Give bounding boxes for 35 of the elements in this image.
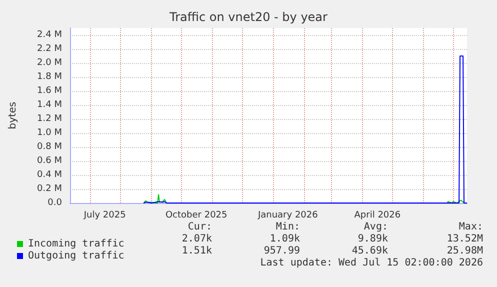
- text: 45.69k: [352, 246, 388, 256]
- legend-label: Outgoing traffic: [28, 250, 124, 262]
- y-tick-label: 0.0: [48, 198, 62, 208]
- text: Avg:: [364, 222, 388, 232]
- text: Max:: [458, 222, 483, 232]
- x-tick-label: October 2025: [165, 210, 228, 220]
- y-tick-label: 0.6 M: [37, 156, 62, 166]
- text: 957.99: [264, 246, 300, 256]
- line-series: [143, 56, 468, 204]
- y-tick-label: 1.0 M: [37, 128, 62, 138]
- y-tick-label: 2.0 M: [37, 58, 62, 68]
- text: 1.09k: [270, 234, 300, 244]
- y-tick-label: 1.6 M: [37, 86, 62, 96]
- text: 9.89k: [358, 234, 388, 244]
- y-tick-label: 0.4 M: [37, 170, 62, 180]
- legend-label: Incoming traffic: [28, 238, 124, 250]
- text: Cur:: [188, 222, 212, 232]
- y-tick-label: 2.2 M: [37, 44, 62, 54]
- text: 13.52M: [446, 234, 483, 244]
- chart-title: Traffic on vnet20 - by year: [168, 10, 328, 24]
- y-tick-label: 0.2 M: [37, 184, 62, 194]
- y-tick-label: 2.4 M: [37, 30, 62, 40]
- y-tick-label: 0.8 M: [37, 142, 62, 152]
- text: 2.07k: [182, 234, 212, 244]
- text: 1.51k: [182, 246, 212, 256]
- text: 25.98M: [446, 246, 483, 256]
- x-tick-label: July 2025: [82, 210, 126, 220]
- text: Last update: Wed Jul 15 02:00:00 2026: [260, 258, 483, 268]
- x-tick-label: January 2026: [256, 210, 318, 220]
- text: Min:: [276, 222, 300, 232]
- y-tick-label: 1.4 M: [37, 100, 62, 110]
- y-axis-title: bytes: [8, 102, 18, 130]
- x-tick-label: April 2026: [354, 210, 401, 220]
- y-tick-label: 1.2 M: [37, 114, 62, 124]
- y-tick-label: 1.8 M: [37, 72, 62, 82]
